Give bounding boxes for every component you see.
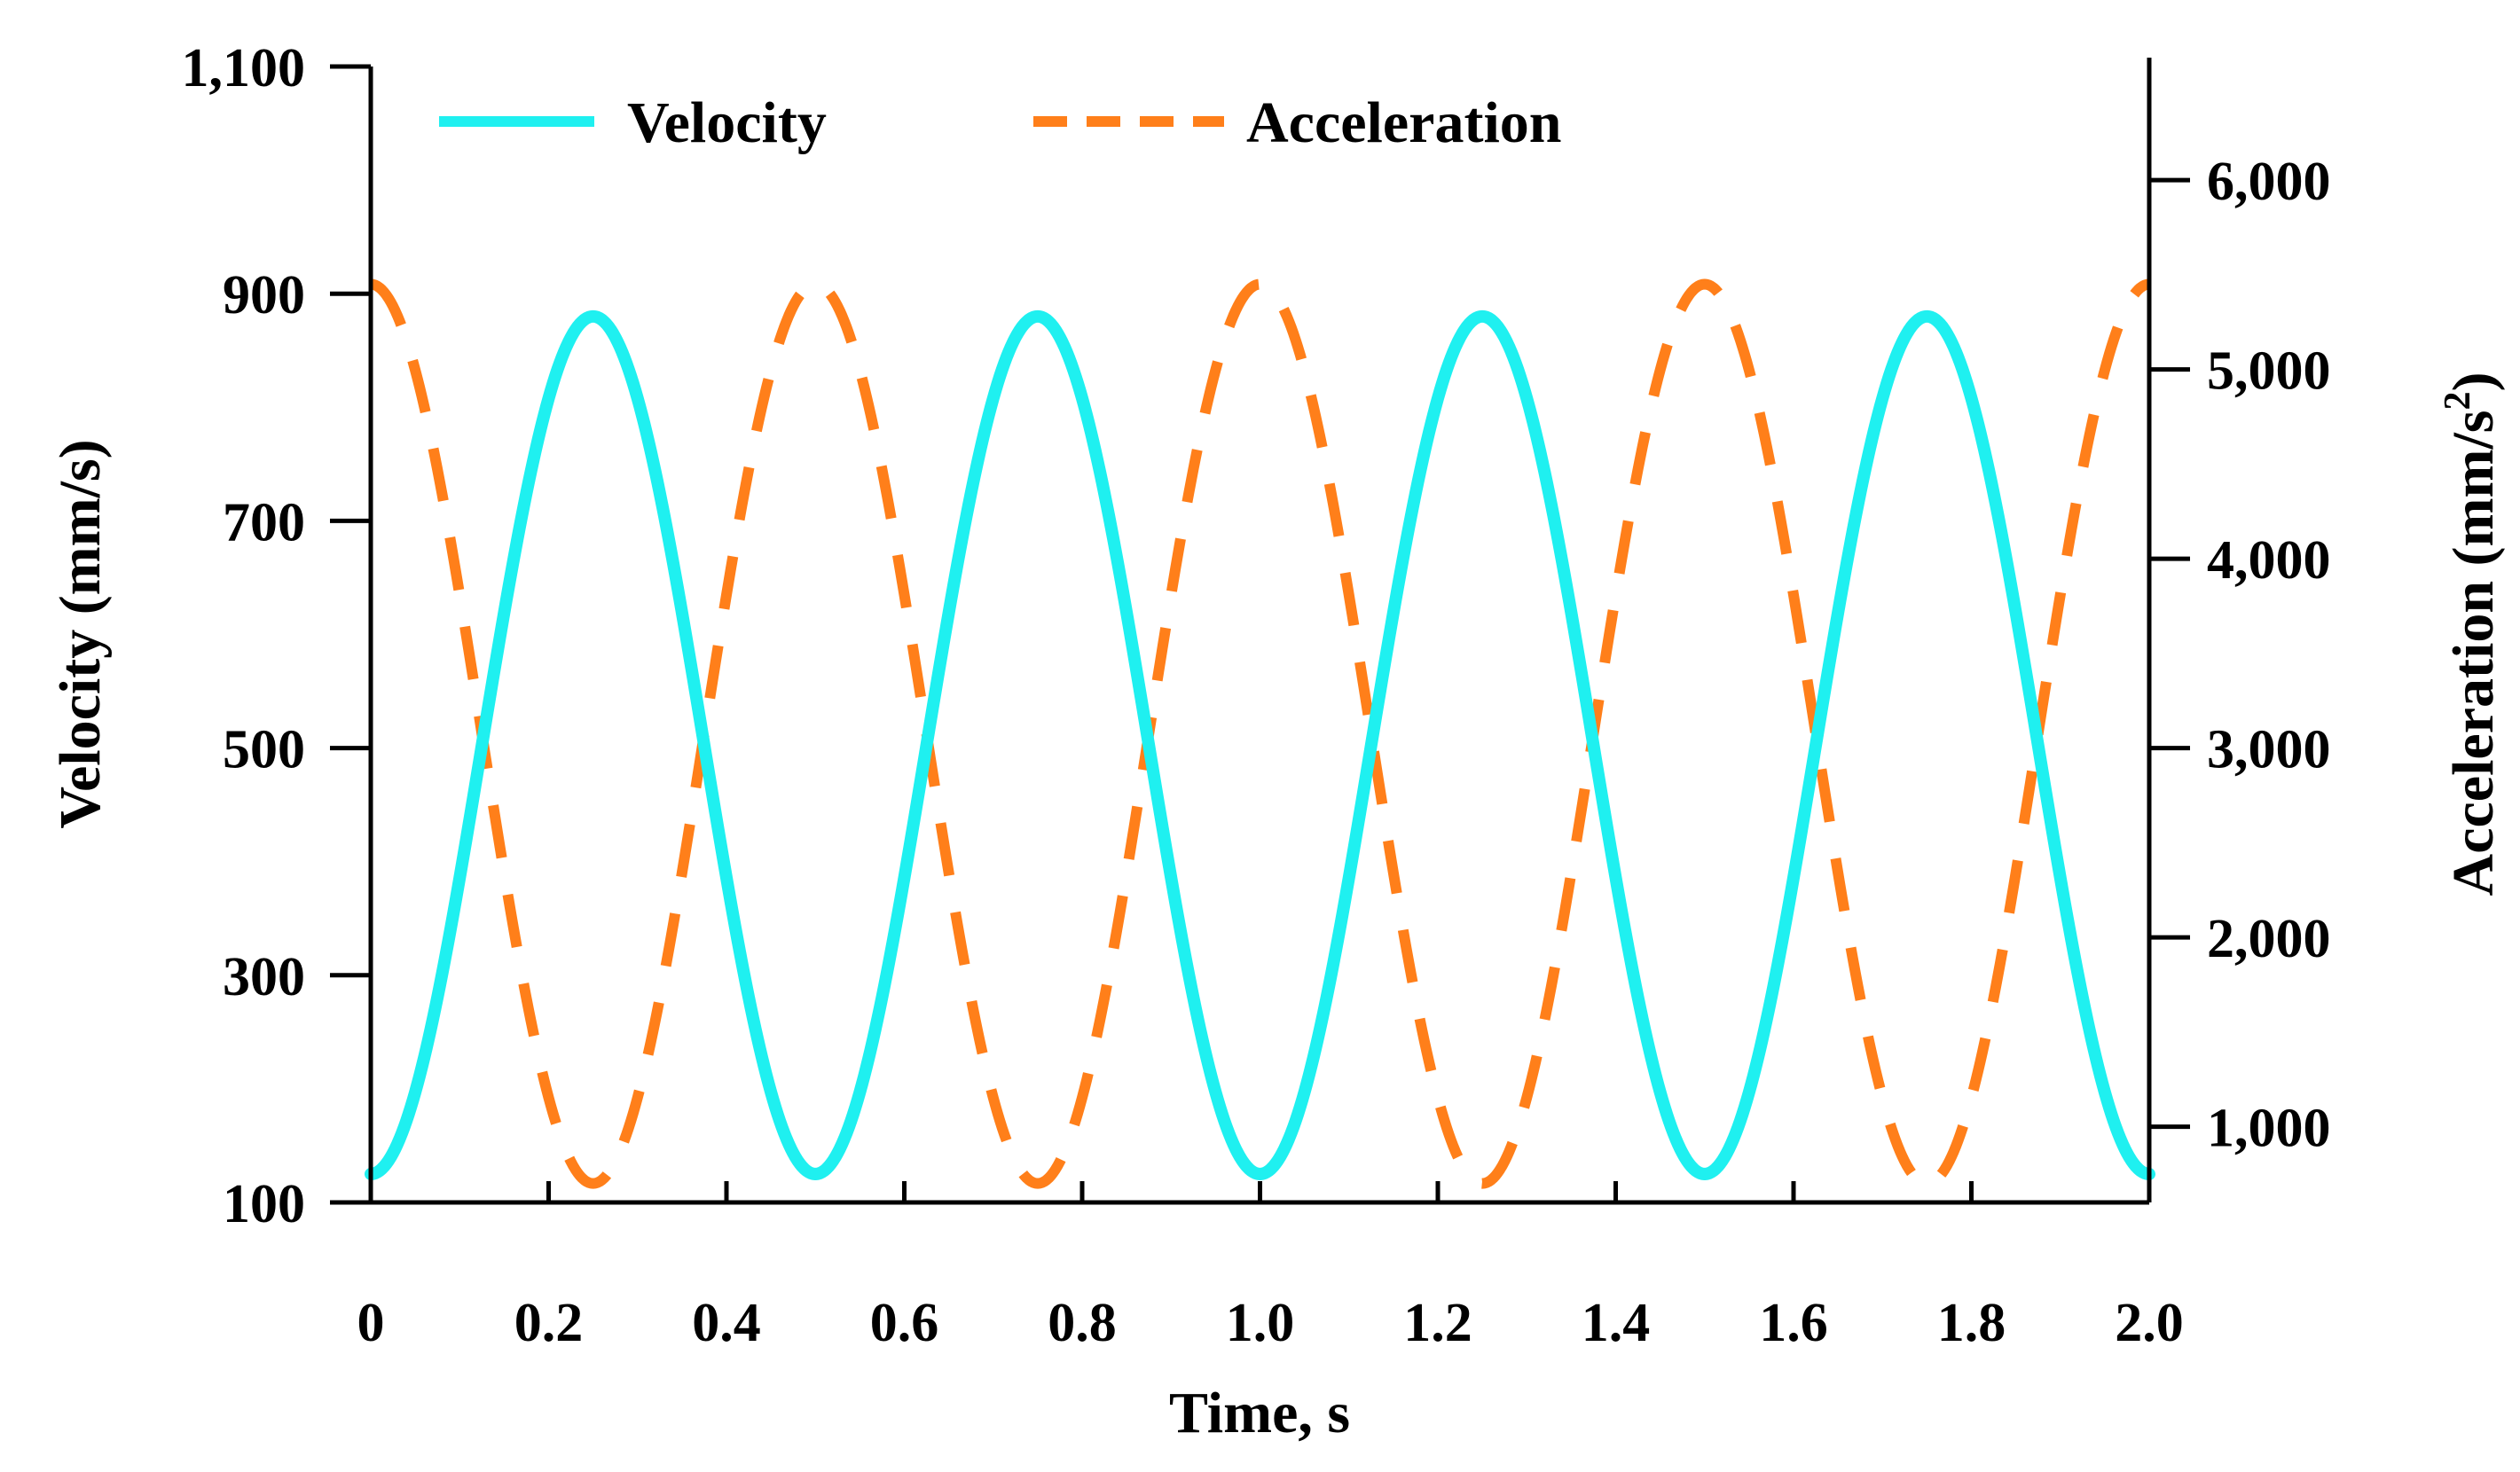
y-right-title-end: ) [2441,372,2506,392]
legend-label-acceleration: Acceleration [1246,90,1562,155]
y-right-tick-label: 4,000 [2207,530,2331,591]
series-layer [365,278,2155,1189]
legend: Velocity Acceleration [439,90,1562,155]
y-right-axis-title: Acceleration (mm/s2) [2438,372,2506,897]
y-left-tick-label: 100 [223,1174,305,1234]
axes-layer [368,58,2152,1205]
x-tick-label: 0.2 [514,1293,584,1353]
series-line-acceleration [367,278,2153,1189]
x-tick-label: 0 [357,1293,385,1353]
y-right-title-sup: 2 [2438,392,2478,411]
series-line-velocity [365,309,2155,1180]
x-tick-label: 1.0 [1226,1293,1295,1353]
x-axis-title: Time, s [1169,1381,1350,1445]
legend-label-velocity: Velocity [627,90,827,155]
y-right-tick-label: 1,000 [2207,1099,2331,1159]
tick-layer: 0 0.2 0.4 0.6 0.8 1.0 1.2 1.4 1.6 1.8 2.0 100 300 500… [182,38,2331,1353]
y-left-tick-label: 500 [223,720,305,780]
y-right-title-main: Acceleration (mm/s [2441,411,2506,897]
x-tick-label: 2.0 [2115,1293,2184,1353]
y-left-tick-label: 1,100 [182,38,306,98]
x-tick-label: 0.8 [1048,1293,1117,1353]
y-left-tick-label: 700 [223,492,305,552]
x-tick-label: 0.4 [692,1293,761,1353]
x-tick-label: 1.4 [1582,1293,1651,1353]
y-right-tick-label: 2,000 [2207,909,2331,969]
y-right-tick-label: 3,000 [2207,720,2331,780]
x-tick-label: 1.2 [1403,1293,1472,1353]
x-tick-label: 1.8 [1937,1293,2006,1353]
y-left-axis-title: Velocity (mm/s) [48,439,113,828]
x-tick-label: 0.6 [870,1293,939,1353]
x-tick-label: 1.6 [1759,1293,1828,1353]
y-right-tick-label: 5,000 [2207,341,2331,402]
y-right-tick-label: 6,000 [2207,152,2331,212]
y-left-tick-label: 300 [223,947,305,1007]
y-left-tick-label: 900 [223,265,305,325]
